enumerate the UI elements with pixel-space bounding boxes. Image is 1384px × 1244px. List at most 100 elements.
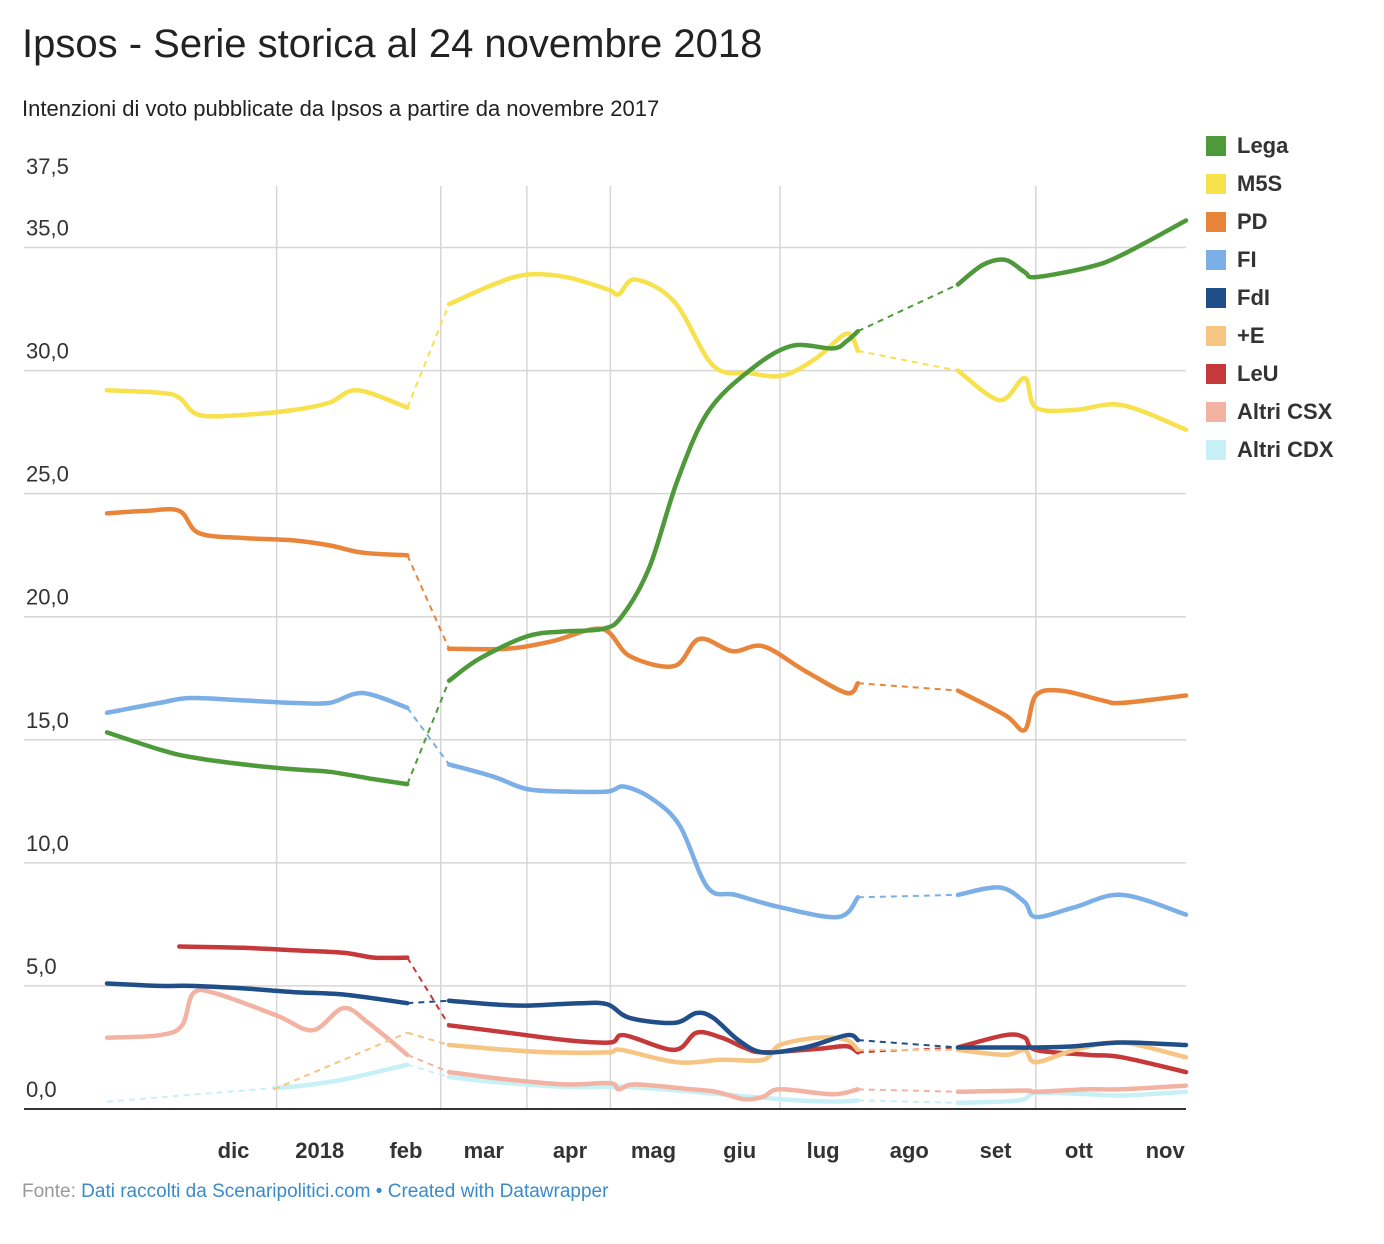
series-gap-connector (406, 707, 450, 766)
footer: Fonte: Dati raccolti da Scenaripolitici.… (22, 1181, 608, 1203)
y-tick-label: 30,0 (26, 339, 69, 364)
legend-swatch (1206, 364, 1226, 384)
legend: Lega M5S PD FI FdI +E LeU Altri CSX Altri CDX (1206, 127, 1334, 469)
series-altri-csx (104, 987, 1189, 1102)
series-gap-connector (406, 1053, 450, 1074)
y-tick-label: 0,0 (26, 1077, 57, 1102)
series-lines (104, 218, 1189, 1106)
series-line-segment (104, 690, 410, 715)
series-lega (104, 218, 1189, 787)
series-gap-connector (406, 554, 450, 650)
series-gap-connector (857, 1088, 958, 1093)
series-line-segment (104, 506, 410, 558)
x-tick-label: apr (553, 1138, 588, 1163)
y-tick-label: 25,0 (26, 462, 69, 487)
legend-swatch (1206, 440, 1226, 460)
series-line-segment (104, 730, 410, 787)
source-link[interactable]: Dati raccolti da Scenaripolitici.com (81, 1181, 371, 1202)
series-line-segment (177, 944, 410, 961)
legend-label: M5S (1237, 171, 1283, 196)
legend-label: Altri CDX (1237, 437, 1334, 462)
series-gap-connector (407, 1031, 450, 1046)
series-gap-connector (406, 680, 450, 785)
series-line-segment (446, 626, 861, 696)
series-line-segment (955, 1089, 1189, 1106)
series-line-segment (446, 762, 861, 920)
legend-label: PD (1237, 209, 1268, 234)
series-gap-connector (406, 303, 450, 408)
series-gap-connector (857, 682, 959, 692)
series-pd (104, 506, 1189, 733)
x-tick-label: lug (807, 1138, 840, 1163)
series-line-segment (271, 1062, 410, 1091)
series-line-segment (446, 1035, 861, 1065)
series-line-segment (446, 1023, 861, 1055)
series-gap-connector (857, 283, 959, 333)
x-tick-label: mar (464, 1138, 505, 1163)
legend-label: +E (1237, 323, 1265, 348)
series-line-segment (104, 388, 410, 419)
axes: 0,0 5,0 10,0 15,0 20,0 25,0 30,0 35,0 37,5 dic 201… (24, 154, 1186, 1163)
legend-swatch (1206, 326, 1226, 346)
x-tick-label: giu (723, 1138, 756, 1163)
series-gap-connector (273, 1031, 408, 1091)
x-tick-label: mag (631, 1138, 676, 1163)
series-line-segment (955, 218, 1189, 287)
series-leu (177, 944, 1189, 1075)
x-tick-label: 2018 (295, 1138, 344, 1163)
series-line-segment (955, 1032, 1189, 1075)
legend-swatch (1206, 174, 1226, 194)
legend-item: FdI (1206, 279, 1334, 317)
series-gap-connector (857, 1039, 959, 1049)
series-line-segment (446, 328, 861, 683)
credit-link[interactable]: Created with Datawrapper (387, 1181, 609, 1202)
x-tick-label: feb (389, 1138, 422, 1163)
legend-item: FI (1206, 241, 1334, 279)
legend-label: Lega (1237, 133, 1289, 158)
series-gap-connector (857, 349, 959, 372)
legend-swatch (1206, 250, 1226, 270)
series-line-segment (955, 368, 1189, 432)
grid (24, 186, 1186, 1109)
series-line-segment (446, 271, 861, 379)
series-m5s (104, 271, 1189, 432)
source-prefix: Fonte: (22, 1181, 76, 1202)
legend-label: FdI (1237, 285, 1270, 310)
legend-item: Altri CSX (1206, 393, 1334, 431)
series-gap-connector (857, 1099, 958, 1104)
series-line-segment (104, 987, 410, 1058)
footer-separator: • (375, 1181, 383, 1202)
series-line-segment (955, 885, 1189, 920)
series-gap-connector (407, 999, 450, 1005)
series-line-segment (446, 1074, 861, 1104)
series-gap-connector (407, 1063, 450, 1078)
series-altri-cdx (106, 1062, 1189, 1106)
legend-item: PD (1206, 203, 1334, 241)
y-tick-label: 37,5 (26, 154, 69, 179)
series-gap-connector (406, 957, 450, 1026)
series-line-segment (955, 1083, 1189, 1095)
y-tick-label: 15,0 (26, 708, 69, 733)
x-tick-label: dic (218, 1138, 250, 1163)
legend-item: Altri CDX (1206, 431, 1334, 469)
x-tick-label: nov (1146, 1138, 1186, 1163)
legend-item: M5S (1206, 165, 1334, 203)
series-line-segment (955, 687, 1189, 733)
y-tick-label: 10,0 (26, 831, 69, 856)
series-line-segment (446, 998, 861, 1055)
series-fdi (104, 981, 1189, 1055)
series-gap-connector (857, 893, 958, 899)
y-tick-label: 35,0 (26, 216, 69, 241)
legend-label: LeU (1237, 361, 1279, 386)
series-line-segment (446, 1069, 861, 1102)
legend-item: Lega (1206, 127, 1334, 165)
chart-subtitle: Intenzioni di voto pubblicate da Ipsos a… (22, 96, 660, 121)
legend-swatch (1206, 402, 1226, 422)
series-line-segment (104, 981, 410, 1006)
legend-item: LeU (1206, 355, 1334, 393)
series-line-segment (955, 1040, 1189, 1050)
chart-title: Ipsos - Serie storica al 24 novembre 201… (22, 22, 763, 66)
y-tick-label: 5,0 (26, 954, 57, 979)
series-fi (104, 690, 1189, 920)
